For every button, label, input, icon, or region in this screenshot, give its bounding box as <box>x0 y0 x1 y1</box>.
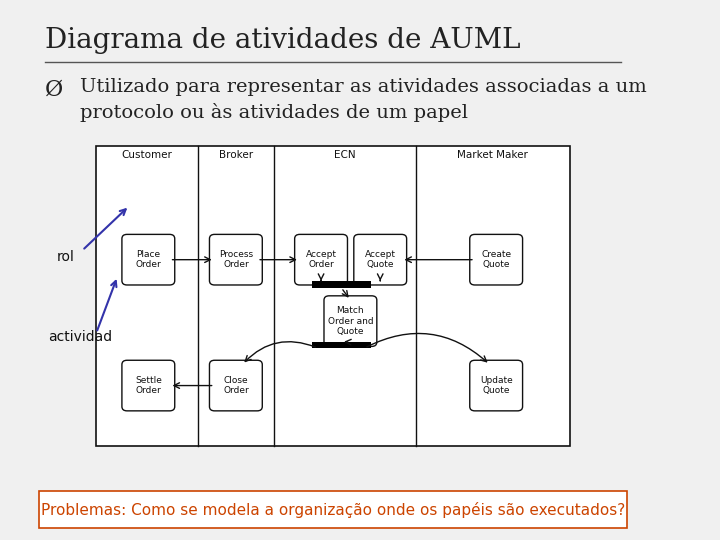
Text: ECN: ECN <box>334 150 356 160</box>
FancyBboxPatch shape <box>354 234 407 285</box>
Text: Problemas: Como se modela a organização onde os papéis são executados?: Problemas: Como se modela a organização … <box>41 502 625 518</box>
FancyBboxPatch shape <box>122 234 175 285</box>
Text: actividad: actividad <box>48 330 112 345</box>
Text: Close
Order: Close Order <box>223 376 248 395</box>
Text: Market Maker: Market Maker <box>457 150 528 160</box>
Text: Process
Order: Process Order <box>219 250 253 269</box>
Text: Settle
Order: Settle Order <box>135 376 162 395</box>
Text: Create
Quote: Create Quote <box>481 250 511 269</box>
FancyBboxPatch shape <box>210 234 262 285</box>
Text: Accept
Order: Accept Order <box>305 250 336 269</box>
Bar <box>312 281 371 288</box>
FancyBboxPatch shape <box>39 491 627 528</box>
Bar <box>312 341 371 348</box>
FancyBboxPatch shape <box>210 360 262 411</box>
FancyBboxPatch shape <box>469 234 523 285</box>
Bar <box>96 146 570 446</box>
Text: Update
Quote: Update Quote <box>480 376 513 395</box>
Text: Diagrama de atividades de AUML: Diagrama de atividades de AUML <box>45 27 521 54</box>
FancyBboxPatch shape <box>294 234 348 285</box>
Text: Broker: Broker <box>219 150 253 160</box>
FancyBboxPatch shape <box>122 360 175 411</box>
Text: Customer: Customer <box>122 150 173 160</box>
Text: Ø: Ø <box>45 78 63 100</box>
Text: protocolo ou às atividades de um papel: protocolo ou às atividades de um papel <box>80 103 468 122</box>
FancyBboxPatch shape <box>469 360 523 411</box>
Text: Accept
Quote: Accept Quote <box>365 250 396 269</box>
FancyBboxPatch shape <box>324 296 377 347</box>
Text: Utilizado para representar as atividades associadas a um: Utilizado para representar as atividades… <box>80 78 647 96</box>
Text: Place
Order: Place Order <box>135 250 161 269</box>
Text: rol: rol <box>57 250 74 264</box>
Text: Match
Order and
Quote: Match Order and Quote <box>328 306 373 336</box>
